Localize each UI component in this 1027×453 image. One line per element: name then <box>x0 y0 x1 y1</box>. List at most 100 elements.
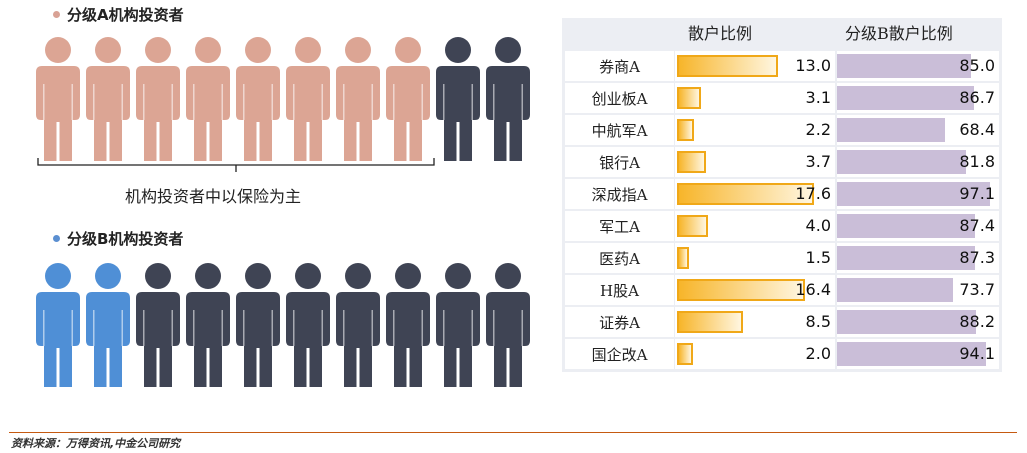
cell-a: 2.2 <box>675 115 835 145</box>
person-icon <box>183 36 233 161</box>
person-icon <box>183 262 233 387</box>
legend-b: 分级B机构投资者 <box>53 228 183 249</box>
legend-a-label: 分级A机构投资者 <box>67 6 184 24</box>
cell-a: 1.5 <box>675 243 835 273</box>
bar-a <box>677 119 695 141</box>
table-row: 国企改A 2.0 94.1 <box>562 339 1002 369</box>
value-a: 3.7 <box>805 152 831 171</box>
bar-a <box>677 87 702 109</box>
value-a: 1.5 <box>805 248 831 267</box>
person-icon <box>433 262 483 387</box>
person-icon <box>83 36 133 161</box>
group-brace <box>37 158 435 172</box>
legend-b-dot <box>53 235 60 242</box>
legend-a-dot <box>53 11 60 18</box>
bar-b <box>837 182 991 206</box>
person-icon <box>333 262 383 387</box>
table-row: 深成指A 17.6 97.1 <box>562 179 1002 209</box>
group-b-people <box>33 262 533 387</box>
bar-a <box>677 183 815 205</box>
cell-a: 2.0 <box>675 339 835 369</box>
table-row: 创业板A 3.1 86.7 <box>562 83 1002 113</box>
person-icon <box>483 36 533 161</box>
bar-a <box>677 279 805 301</box>
value-a: 3.1 <box>805 88 831 107</box>
person-icon <box>83 262 133 387</box>
cell-b: 81.8 <box>837 147 999 177</box>
bar-a <box>677 151 706 173</box>
value-b: 97.1 <box>959 184 995 203</box>
bar-a <box>677 215 709 237</box>
value-b: 87.3 <box>959 248 995 267</box>
row-name: 银行A <box>565 147 674 177</box>
cell-b: 85.0 <box>837 51 999 81</box>
table-row: 证券A 8.5 88.2 <box>562 307 1002 337</box>
row-name: 中航军A <box>565 115 674 145</box>
group-a-people <box>33 36 533 161</box>
table-row: 医药A 1.5 87.3 <box>562 243 1002 273</box>
bar-b <box>837 54 972 78</box>
value-a: 8.5 <box>805 312 831 331</box>
col-b-header: 分级B散户比例 <box>845 24 953 43</box>
cell-a: 17.6 <box>675 179 835 209</box>
person-icon <box>483 262 533 387</box>
bar-b <box>837 86 974 110</box>
person-icon <box>233 262 283 387</box>
cell-a: 16.4 <box>675 275 835 305</box>
value-b: 81.8 <box>959 152 995 171</box>
table-row: 券商A 13.0 85.0 <box>562 51 1002 81</box>
value-a: 2.0 <box>805 344 831 363</box>
table-row: 军工A 4.0 87.4 <box>562 211 1002 241</box>
bar-b <box>837 310 977 334</box>
bar-b <box>837 278 954 302</box>
cell-a: 13.0 <box>675 51 835 81</box>
ratio-table: 散户比例 分级B散户比例 券商A 13.0 85.0 创业板A 3.1 86.7 中航军A 2… <box>562 18 1002 372</box>
person-icon <box>33 262 83 387</box>
person-icon <box>383 36 433 161</box>
col-a-header: 散户比例 <box>688 24 753 43</box>
bar-b <box>837 342 986 366</box>
table-row: H股A 16.4 73.7 <box>562 275 1002 305</box>
value-a: 17.6 <box>795 184 831 203</box>
row-name: 深成指A <box>565 179 674 209</box>
row-name: 证券A <box>565 307 674 337</box>
cell-a: 4.0 <box>675 211 835 241</box>
row-name: 医药A <box>565 243 674 273</box>
cell-b: 94.1 <box>837 339 999 369</box>
value-a: 13.0 <box>795 56 831 75</box>
cell-b: 88.2 <box>837 307 999 337</box>
person-icon <box>433 36 483 161</box>
value-b: 68.4 <box>959 120 995 139</box>
person-icon <box>383 262 433 387</box>
row-name: 创业板A <box>565 83 674 113</box>
row-name: 国企改A <box>565 339 674 369</box>
row-name: H股A <box>565 275 674 305</box>
value-b: 87.4 <box>959 216 995 235</box>
cell-b: 68.4 <box>837 115 999 145</box>
person-icon <box>33 36 83 161</box>
bar-a <box>677 55 779 77</box>
source-note: 资料来源：万得资讯,中金公司研究 <box>11 437 181 450</box>
bar-b <box>837 150 967 174</box>
cell-b: 73.7 <box>837 275 999 305</box>
value-b: 86.7 <box>959 88 995 107</box>
bar-b <box>837 214 976 238</box>
cell-b: 87.3 <box>837 243 999 273</box>
cell-b: 97.1 <box>837 179 999 209</box>
value-a: 4.0 <box>805 216 831 235</box>
table-row: 银行A 3.7 81.8 <box>562 147 1002 177</box>
cell-a: 3.7 <box>675 147 835 177</box>
value-b: 85.0 <box>959 56 995 75</box>
bar-b <box>837 246 975 270</box>
legend-a: 分级A机构投资者 <box>53 4 184 25</box>
row-name: 券商A <box>565 51 674 81</box>
cell-b: 87.4 <box>837 211 999 241</box>
person-icon <box>283 262 333 387</box>
value-b: 94.1 <box>959 344 995 363</box>
person-icon <box>133 36 183 161</box>
legend-b-label: 分级B机构投资者 <box>67 230 184 248</box>
cell-a: 8.5 <box>675 307 835 337</box>
person-icon <box>233 36 283 161</box>
row-name: 军工A <box>565 211 674 241</box>
value-a: 16.4 <box>795 280 831 299</box>
